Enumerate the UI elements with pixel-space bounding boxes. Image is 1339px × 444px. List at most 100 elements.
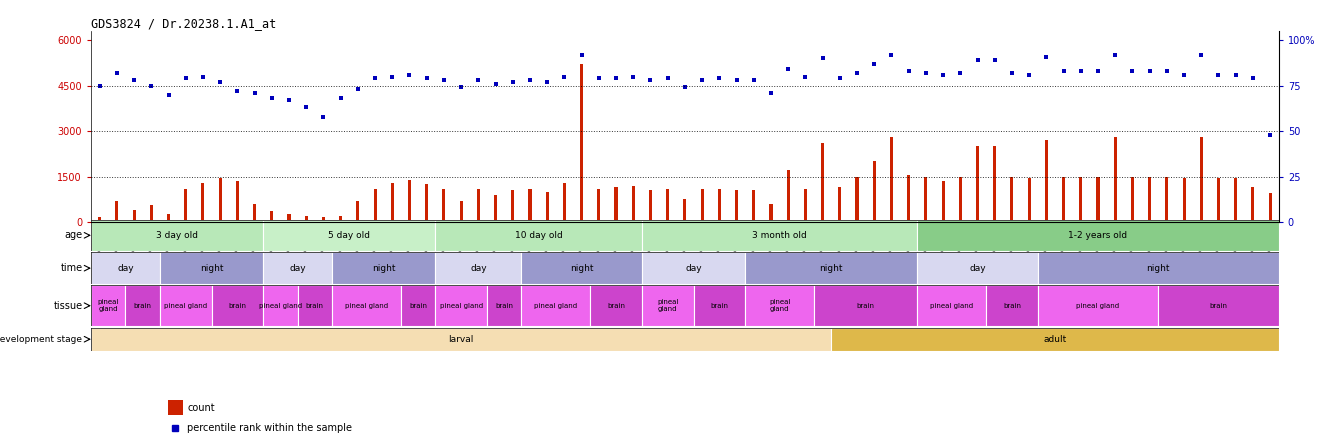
Text: 1-2 years old: 1-2 years old — [1069, 231, 1127, 240]
Text: time: time — [60, 263, 83, 273]
Bar — [150, 205, 153, 222]
Bar — [821, 143, 823, 222]
Bar — [426, 184, 428, 222]
Bar — [374, 189, 376, 222]
Bar — [159, 252, 264, 284]
Bar — [562, 182, 566, 222]
Text: pineal gland: pineal gland — [165, 303, 208, 309]
Bar — [665, 189, 670, 222]
Bar — [442, 189, 446, 222]
Bar — [126, 285, 159, 326]
Bar — [270, 211, 273, 222]
Bar — [917, 252, 1038, 284]
Bar — [907, 175, 911, 222]
Bar — [218, 178, 222, 222]
Text: brain: brain — [410, 303, 427, 309]
Text: brain: brain — [1003, 303, 1020, 309]
Text: brain: brain — [1209, 303, 1228, 309]
Bar — [597, 189, 600, 222]
Bar — [941, 181, 944, 222]
Bar — [744, 285, 814, 326]
Text: count: count — [187, 403, 214, 412]
Bar — [332, 252, 435, 284]
Text: brain: brain — [710, 303, 728, 309]
Bar — [435, 252, 521, 284]
Text: night: night — [570, 264, 593, 273]
Bar — [91, 220, 264, 251]
Bar — [435, 285, 487, 326]
Bar — [264, 220, 435, 251]
Text: development stage: development stage — [0, 335, 83, 344]
Text: day: day — [686, 264, 702, 273]
Bar — [133, 210, 135, 222]
Bar — [641, 252, 744, 284]
Bar — [1148, 177, 1152, 222]
Bar — [1038, 285, 1158, 326]
Bar — [391, 182, 394, 222]
Bar — [408, 179, 411, 222]
Bar — [632, 186, 635, 222]
Bar — [1038, 252, 1279, 284]
Bar — [814, 285, 917, 326]
Text: brain: brain — [495, 303, 513, 309]
Text: age: age — [64, 230, 83, 240]
Bar — [321, 218, 325, 222]
Text: pineal
gland: pineal gland — [98, 299, 119, 312]
Bar — [487, 285, 521, 326]
Bar — [917, 220, 1279, 251]
Text: adult: adult — [1043, 335, 1067, 344]
Bar — [212, 285, 264, 326]
Text: night: night — [200, 264, 224, 273]
Bar — [400, 285, 435, 326]
Bar — [753, 190, 755, 222]
Bar — [1027, 178, 1031, 222]
Bar — [91, 328, 832, 351]
Bar — [770, 204, 773, 222]
Bar — [683, 199, 687, 222]
Bar — [1158, 285, 1279, 326]
Text: larval: larval — [449, 335, 474, 344]
Text: day: day — [118, 264, 134, 273]
Bar — [185, 189, 187, 222]
Bar — [959, 177, 961, 222]
Text: tissue: tissue — [54, 301, 83, 311]
Bar — [1131, 177, 1134, 222]
Text: GDS3824 / Dr.20238.1.A1_at: GDS3824 / Dr.20238.1.A1_at — [91, 17, 276, 30]
Text: day: day — [470, 264, 486, 273]
Text: 5 day old: 5 day old — [328, 231, 371, 240]
Bar — [986, 285, 1038, 326]
Bar — [98, 218, 102, 222]
Bar — [838, 187, 841, 222]
Text: 3 day old: 3 day old — [157, 231, 198, 240]
Bar — [1011, 177, 1014, 222]
Bar — [511, 190, 514, 222]
Bar — [1235, 178, 1237, 222]
Bar — [297, 285, 332, 326]
Bar — [803, 189, 807, 222]
Bar — [1079, 177, 1082, 222]
Bar — [521, 285, 590, 326]
Bar — [1252, 187, 1255, 222]
Bar — [924, 177, 928, 222]
Bar — [615, 187, 617, 222]
Bar — [253, 204, 256, 222]
Text: pineal gland: pineal gland — [1077, 303, 1119, 309]
Bar — [305, 216, 308, 222]
Bar — [1062, 177, 1065, 222]
Text: day: day — [969, 264, 986, 273]
Bar — [744, 252, 917, 284]
Bar — [201, 182, 205, 222]
Text: pineal gland: pineal gland — [534, 303, 577, 309]
Bar — [694, 285, 744, 326]
Bar — [477, 189, 479, 222]
Bar — [1044, 140, 1048, 222]
Bar — [339, 216, 343, 222]
Bar — [1165, 177, 1169, 222]
Bar — [264, 285, 297, 326]
Bar — [167, 214, 170, 222]
Text: pineal gland: pineal gland — [931, 303, 973, 309]
Text: pineal gland: pineal gland — [345, 303, 388, 309]
Bar — [91, 252, 159, 284]
Bar — [288, 214, 291, 222]
Bar — [356, 201, 359, 222]
